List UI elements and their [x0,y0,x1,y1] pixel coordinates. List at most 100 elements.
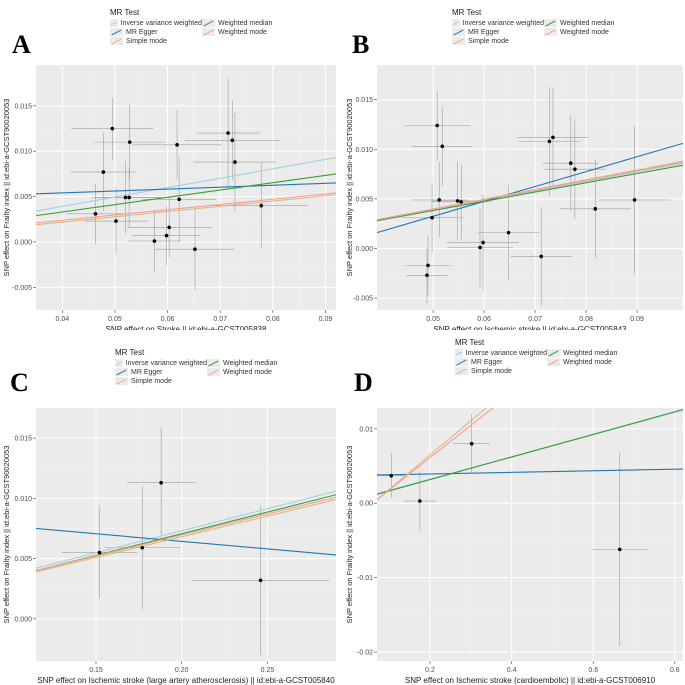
y-tick-label: -0.005 [353,296,373,303]
y-tick-label: 0.000 [355,246,373,253]
x-tick-label: 0.6 [588,667,598,674]
data-point [435,123,439,128]
data-point [593,207,598,211]
legend-key [547,358,560,366]
legend-swatch [208,368,219,376]
legend-label: Simple mode [468,37,509,45]
legend-key [452,19,460,27]
panel-letter-a: A [12,30,31,59]
legend-key [110,19,118,27]
x-tick-label: 0.06 [477,316,491,323]
plot-contents [36,427,336,655]
regression-line [377,408,683,495]
data-point [164,233,169,238]
data-point [455,199,460,203]
legend-item: Weighted mode [207,368,287,376]
legend-key [207,359,220,367]
data-point [440,144,445,149]
x-axis-label: SNP effect on Ischemic stroke (cardioemb… [405,676,656,685]
data-point [617,547,622,552]
legend-key [544,19,557,27]
regression-line [36,192,336,224]
legend-b: MR Test Inverse variance weighted Weight… [452,8,624,45]
legend-item: Weighted median [207,359,287,367]
y-axis-label: SNP effect on Frailty index || id:ebi-a-… [345,446,354,624]
regression-line [36,157,336,212]
regression-line [377,408,494,500]
legend-item: Simple mode [115,377,207,385]
data-point [127,140,132,144]
legend-label: MR Egger [126,28,158,36]
data-point [167,225,171,230]
legend-key [455,358,468,366]
x-tick-label: 0.05 [108,316,122,323]
legend-grid: Inverse variance weighted Weighted media… [455,349,627,375]
plot-background [36,408,336,661]
x-axis-label: SNP effect on Ischemic stroke (large art… [37,676,335,685]
y-tick-label: 0.010 [14,149,32,156]
legend-c: MR Test Inverse variance weighted Weight… [115,348,287,385]
data-point [418,499,422,503]
data-point [569,161,573,165]
regression-line [377,468,683,476]
data-point [110,126,115,131]
legend-item: MR Egger [110,28,202,36]
legend-key [544,28,557,36]
data-point [127,195,131,200]
legend-grid: Inverse variance weighted Weighted media… [115,359,287,385]
legend-key [455,349,463,357]
y-tick-label: 0.00 [359,501,373,508]
legend-key [452,37,465,45]
regression-line [36,499,336,573]
x-tick-label: 0.8 [670,667,680,674]
legend-key [455,367,468,375]
y-tick-label: 0.010 [355,147,373,154]
legend-item: MR Egger [455,358,547,366]
legend-key [202,28,215,36]
legend-item: Weighted median [202,19,282,27]
data-point [389,473,394,478]
x-tick-label: 0.09 [630,316,644,323]
legend-label: Weighted mode [560,28,609,36]
data-point [175,143,179,147]
legend-swatch [208,359,219,367]
regression-line [36,490,336,569]
legend-item: Weighted median [547,349,627,357]
data-point [259,203,264,208]
legend-grid: Inverse variance weighted Weighted media… [110,19,282,45]
data-point [123,195,128,200]
legend-d: MR Test Inverse variance weighted Weight… [455,338,627,375]
regression-line [36,496,336,572]
legend-swatch [453,37,464,45]
regression-line [36,173,336,217]
y-tick-label: 0.005 [14,556,32,563]
regression-line [377,161,683,221]
y-tick-label: 0.015 [355,97,373,104]
data-point [177,197,181,202]
y-tick-label: 0.000 [14,239,32,246]
scatter-plot-a: 0.04 0.05 0.06 0.07 0.08 0.09 -0.005 0.000 0.005… [2,65,336,330]
legend-item: Inverse variance weighted [452,19,544,27]
y-tick-label: 0.000 [14,616,32,623]
x-tick-label: 0.25 [261,667,275,674]
x-tick-label: 0.2 [425,667,435,674]
panel-letter-d: D [354,368,373,397]
x-axis-label: SNP effect on Stroke || id:ebi-a-GCST005… [106,325,267,330]
data-point [430,215,434,220]
data-point [114,219,118,223]
legend-label: MR Egger [131,368,163,376]
legend-swatch [456,351,462,356]
regression-line [377,164,683,222]
legend-swatch [203,19,214,27]
legend-item: Weighted median [544,19,624,27]
legend-swatch [545,19,556,27]
data-point [469,441,474,446]
data-point [101,170,106,174]
legend-label: Inverse variance weighted [125,359,207,367]
legend-swatch [453,21,459,26]
legend-swatch [453,28,464,36]
legend-label: Simple mode [471,367,512,375]
legend-key [207,368,220,376]
legend-swatch [111,28,122,36]
legend-label: Simple mode [126,37,167,45]
